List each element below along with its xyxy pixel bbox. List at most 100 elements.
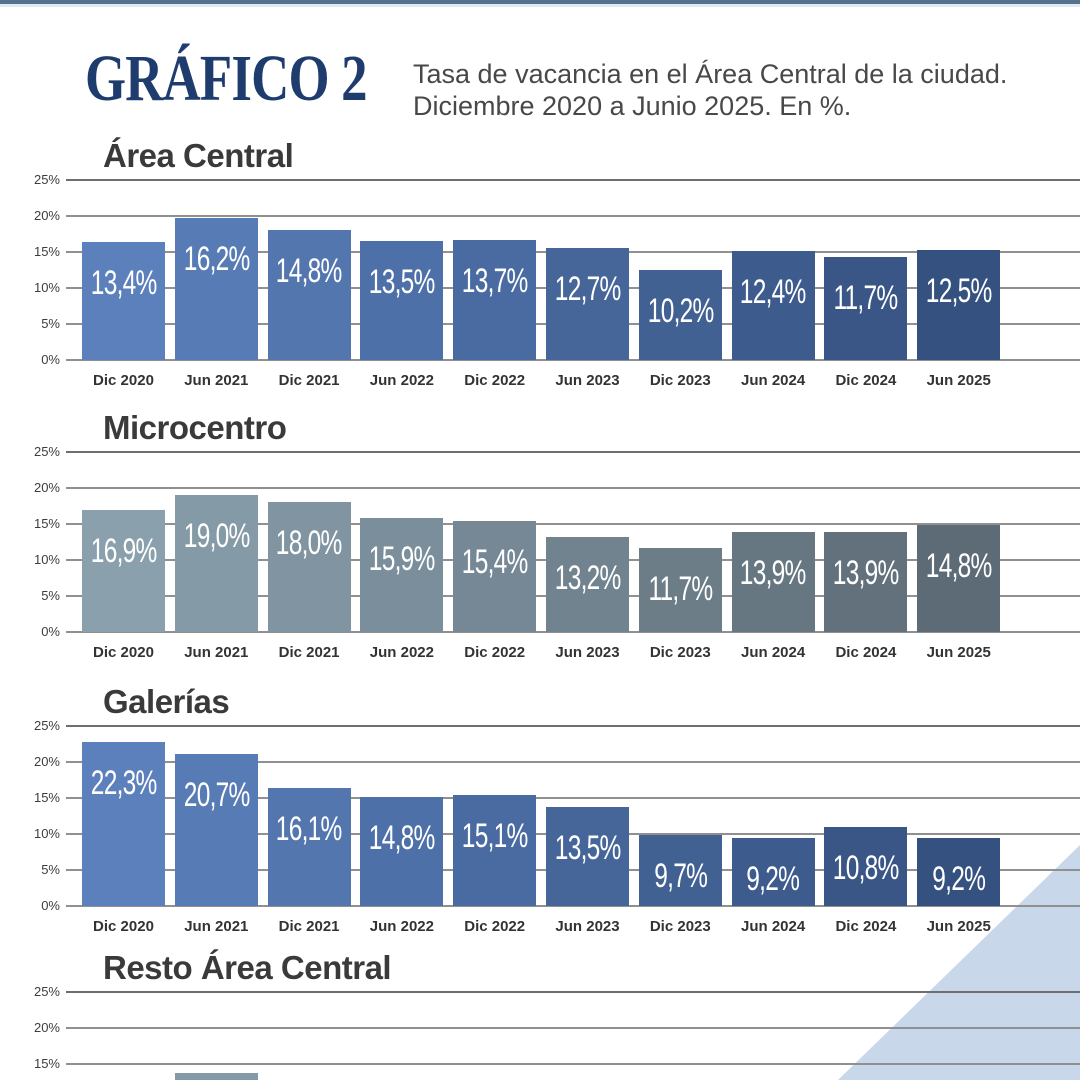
category-label: Dic 2022 (464, 644, 526, 661)
bar-value-label: 13,2% (540, 561, 635, 595)
category-label: Jun 2023 (555, 644, 620, 661)
category-label: Dic 2024 (835, 372, 897, 389)
category-label: Jun 2024 (740, 372, 806, 389)
bar-value-label: 19,0% (169, 519, 264, 553)
category-label: Dic 2022 (464, 918, 526, 935)
bar-value-text: 14,8% (276, 251, 343, 290)
bar-value-text: 16,2% (183, 239, 250, 278)
category-label: Jun 2022 (369, 918, 434, 935)
category-label: Dic 2024 (835, 918, 897, 935)
bar (267, 502, 351, 632)
bar-value-text: 15,9% (368, 539, 436, 578)
bar-value-label: 9,2% (911, 862, 1006, 896)
bar (638, 834, 722, 906)
page-subtitle: Tasa de vacancia en el Área Central de l… (413, 58, 1007, 122)
category-label: Dic 2021 (278, 372, 340, 389)
bar-value-label: 22,3% (76, 766, 171, 800)
y-tick-label: 0% (41, 352, 60, 367)
page-title: GRÁFICO 2 (85, 42, 368, 115)
bar (267, 229, 351, 360)
bar (453, 239, 537, 360)
gridline (66, 323, 1080, 325)
bar-value-text: 13,9% (740, 553, 807, 592)
bar (824, 257, 908, 360)
bar-value-label: 12,4% (726, 275, 821, 309)
gridline (66, 725, 1080, 727)
y-tick-label: 0% (41, 624, 60, 639)
y-tick-label: 20% (33, 480, 60, 495)
bar-value-label: 9,7% (633, 859, 728, 893)
bar-value-label: 10,8% (818, 851, 913, 885)
bar-value-text: 13,5% (554, 828, 622, 867)
bar (453, 521, 537, 632)
category-label: Dic 2023 (649, 644, 711, 661)
category-label: Dic 2020 (93, 372, 154, 389)
bar (638, 547, 722, 632)
bar-value-text: 16,9% (90, 532, 158, 571)
bar-value-text: 13,9% (832, 553, 900, 592)
category-label: Jun 2023 (555, 918, 620, 935)
bar-value-text: 22,3% (90, 764, 158, 803)
bar-value-text: 12,7% (554, 270, 622, 309)
bar-value-text: 10,8% (832, 848, 900, 887)
bar (360, 797, 444, 906)
gridline (66, 559, 1080, 561)
category-label: Dic 2023 (649, 918, 711, 935)
bar-value-text: 11,7% (833, 279, 899, 318)
bar-value-label: 16,1% (262, 812, 357, 846)
chart-title: Microcentro (103, 409, 287, 446)
bar-value-label: 14,8% (354, 821, 449, 855)
bar-value-label: 12,5% (911, 274, 1006, 308)
category-label: Dic 2020 (93, 644, 154, 661)
gridline (66, 631, 1080, 633)
bar-value-label: 13,5% (540, 831, 635, 865)
gridline (66, 215, 1080, 217)
gridline (66, 451, 1080, 453)
bar (82, 510, 165, 632)
gridline (66, 287, 1080, 289)
bar (174, 753, 258, 906)
bar-value-text: 16,1% (276, 809, 343, 848)
bar-value-label: 16,2% (169, 242, 264, 276)
bar (546, 248, 629, 360)
bar (731, 838, 815, 906)
bar (360, 241, 444, 360)
bar-value-label: 9,2% (726, 862, 821, 896)
bar-value-label: 10,2% (633, 294, 728, 328)
bar (174, 217, 258, 360)
bar-value-text: 13,7% (461, 261, 529, 300)
y-tick-label: 15% (33, 1056, 60, 1071)
y-tick-label: 25% (33, 984, 60, 999)
gridline (66, 523, 1080, 525)
bar-value-text: 13,4% (90, 264, 158, 303)
bar-value-label: 13,4% (76, 266, 171, 300)
bar-partial (174, 1073, 258, 1080)
bar-value-text: 9,7% (653, 856, 708, 895)
category-label: Dic 2023 (649, 372, 711, 389)
bar-value-text: 14,8% (925, 547, 993, 586)
y-tick-label: 25% (33, 444, 60, 459)
bar-value-text: 11,7% (648, 569, 713, 608)
bar (174, 495, 258, 632)
y-tick-label: 15% (33, 790, 60, 805)
gridline (66, 179, 1080, 181)
bar (824, 531, 908, 632)
gridline (66, 761, 1080, 763)
bar-value-text: 13,5% (368, 263, 436, 302)
y-tick-label: 0% (41, 898, 60, 913)
gridline (66, 991, 1080, 993)
bar (824, 826, 908, 906)
y-tick-label: 20% (33, 208, 60, 223)
category-label: Jun 2025 (926, 644, 991, 661)
bar-value-text: 15,1% (461, 817, 529, 856)
bar-value-label: 13,7% (447, 264, 542, 298)
y-tick-label: 5% (41, 862, 60, 877)
gridline (66, 251, 1080, 253)
y-tick-label: 20% (33, 754, 60, 769)
bar (82, 242, 165, 360)
